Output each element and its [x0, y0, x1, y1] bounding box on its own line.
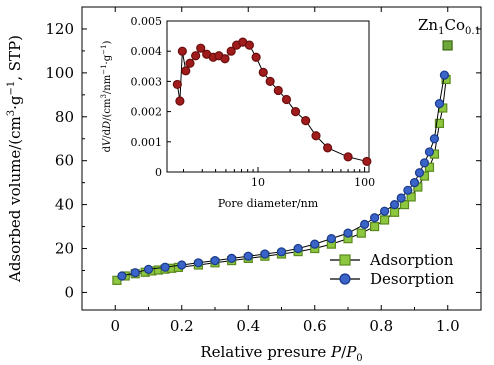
y-tick-label: 100	[45, 64, 74, 82]
desorption-point	[396, 193, 406, 203]
inset-pore-size-plot: 10 100 0 0.001 0.002 0.003 0.004 0.005 Pore diam…	[100, 15, 375, 210]
x-tick-label: 0.8	[369, 317, 393, 335]
adsorption-end-point	[442, 40, 453, 51]
desorption-point	[360, 219, 370, 229]
desorption-point	[403, 185, 413, 195]
desorption-point	[326, 234, 336, 244]
pore-size-point	[172, 79, 182, 90]
pore-size-point	[226, 46, 236, 56]
pore-size-point	[323, 143, 333, 153]
desorption-point	[260, 249, 270, 259]
desorption-point	[193, 258, 203, 268]
inset-frame	[166, 20, 370, 173]
desorption-point	[243, 251, 253, 261]
inset-y-tick-label: 0.004	[131, 45, 163, 58]
desorption-point	[343, 228, 353, 238]
desorption-point	[439, 70, 450, 80]
y-tick-label: 0	[64, 283, 74, 301]
inset-y-tick-label: 0.005	[131, 15, 163, 28]
desorption-point	[276, 247, 287, 257]
adsorption-point	[356, 228, 366, 238]
x-tick-label: 0.4	[236, 317, 260, 335]
y-axis-label: Adsorbed volume/(cm3·g−1, STP)	[6, 35, 24, 283]
inset-x-axis-label: Pore diameter/nm	[218, 197, 319, 210]
pore-size-point	[273, 85, 283, 96]
legend-marker-desorption	[339, 273, 351, 285]
y-tick-label: 20	[55, 240, 74, 258]
y-tick-label: 120	[45, 20, 74, 38]
x-tick-label: 0	[110, 317, 120, 335]
pore-size-point	[343, 152, 353, 162]
desorption-point	[293, 243, 303, 254]
adsorption-point	[434, 118, 445, 128]
desorption-point	[429, 134, 440, 144]
y-tick-label: 60	[55, 152, 74, 170]
pore-size-point	[301, 116, 311, 126]
pore-size-point	[244, 40, 254, 50]
legend-label-adsorption: Adsorption	[369, 251, 454, 269]
pore-size-point	[191, 51, 201, 61]
desorption-point	[409, 178, 420, 188]
desorption-point	[434, 99, 445, 109]
desorption-point	[370, 213, 380, 223]
desorption-point	[389, 200, 400, 210]
pore-size-point	[181, 66, 191, 76]
desorption-point	[130, 268, 140, 278]
y-tick-label: 40	[55, 196, 74, 214]
adsorption-point	[370, 221, 380, 232]
x-axis-label: Relative presure P/P0	[200, 343, 362, 364]
inset-x-tick-label: 10	[251, 176, 265, 189]
pore-size-point	[362, 156, 372, 167]
desorption-point	[210, 255, 220, 266]
desorption-point	[227, 253, 237, 264]
desorption-point	[419, 158, 430, 168]
pore-size-point	[281, 94, 292, 105]
desorption-point	[310, 239, 320, 249]
adsorption-point	[389, 207, 400, 217]
desorption-line	[121, 74, 445, 277]
inset-y-tick-label: 0	[155, 166, 162, 179]
inset-y-axis-label: dV/dD/(cm3/nm−1·g−1)	[100, 41, 113, 153]
pore-size-point	[251, 52, 261, 62]
main-plot: 0 0.2 0.4 0.6 0.8 1.0020406080100120Relative …	[6, 6, 482, 364]
desorption-point	[414, 168, 425, 178]
pore-size-point	[311, 131, 321, 141]
inset-y-tick-label: 0.001	[131, 136, 163, 149]
y-tick-label: 80	[55, 108, 74, 126]
desorption-point	[160, 262, 170, 272]
sample-annotation: Zn1Co0.1	[418, 16, 481, 37]
desorption-point	[177, 260, 187, 270]
x-tick-label: 0.6	[303, 317, 327, 335]
adsorption-point	[379, 215, 390, 225]
pore-size-point	[220, 54, 230, 64]
pore-size-point	[258, 67, 268, 77]
legend-marker-adsorption	[339, 254, 351, 266]
legend-label-desorption: Desorption	[370, 270, 454, 288]
desorption-point	[424, 147, 435, 157]
pore-size-point	[265, 76, 275, 87]
inset-x-tick-label: 100	[354, 176, 375, 189]
pore-size-point	[177, 46, 187, 56]
desorption-point	[379, 206, 390, 216]
x-tick-label: 1.0	[436, 317, 460, 335]
inset-y-tick-label: 0.002	[131, 106, 163, 119]
inset-y-tick-label: 0.003	[131, 75, 163, 88]
desorption-point	[143, 264, 154, 274]
pore-size-point	[175, 96, 185, 106]
x-tick-label: 0.2	[170, 317, 194, 335]
pore-size-point	[290, 106, 301, 117]
pore-size-point	[185, 58, 195, 68]
pore-size-point	[196, 43, 206, 53]
desorption-point	[117, 271, 127, 281]
